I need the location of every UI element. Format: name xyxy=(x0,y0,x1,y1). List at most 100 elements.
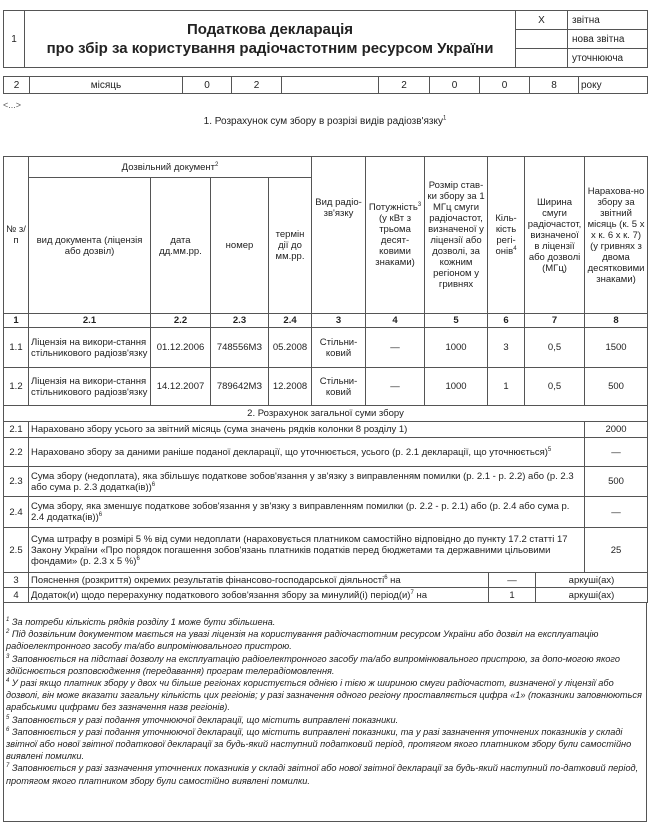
page-title: Податкова декларація про збір за користув… xyxy=(24,10,516,68)
radio-type: Стільни-ковий xyxy=(311,327,367,368)
rate: 1000 xyxy=(424,327,489,368)
footnote: 6 Заповнюється у разі подання уточнюючої… xyxy=(6,726,644,763)
title-line-2: про збір за користування радіочастотним … xyxy=(46,40,494,57)
column-number: 4 xyxy=(365,313,426,328)
column-number: 8 xyxy=(584,313,649,328)
year-digit[interactable]: 0 xyxy=(429,76,480,94)
column-number: 2.2 xyxy=(150,313,211,328)
footnote: 7 Заповнюється у разі зазначення уточнен… xyxy=(6,762,644,786)
header-accrued: Нарахова-но збору за звітний місяць (к. … xyxy=(584,156,649,314)
type-label-reporting: звітна xyxy=(567,10,648,30)
doc-type: Ліцензія на викори-стання стільникового … xyxy=(28,367,151,406)
footnote-text: Під дозвільним документом мається на ува… xyxy=(6,629,599,652)
row-num: 2.5 xyxy=(3,527,29,573)
doc-type: Ліцензія на викори-стання стільникового … xyxy=(28,327,151,368)
reporting-period: 2 місяць 0 2 2 0 0 8 року xyxy=(3,76,648,94)
row-value: — xyxy=(584,437,649,467)
table-row: 2.1 Нараховано збору усього за звітний м… xyxy=(3,421,649,438)
row-number: 1 xyxy=(3,10,25,68)
row-num: 1.2 xyxy=(3,367,29,406)
doc-date: 14.12.2007 xyxy=(150,367,211,406)
row-num: 2.3 xyxy=(3,466,29,497)
row-text: Нараховано збору усього за звітний місяц… xyxy=(27,421,586,438)
row-num: 2.1 xyxy=(3,421,29,438)
type-label-clarifying: уточнююча xyxy=(567,48,648,68)
footnote: 5 Заповнюється у разі подання уточнюючої… xyxy=(6,714,644,726)
row-value: 25 xyxy=(584,527,649,573)
row-num: 4 xyxy=(3,587,29,603)
type-mark-reporting[interactable]: X xyxy=(515,10,568,30)
footnote-number: 3 xyxy=(6,653,10,660)
footnotes: 1 За потреби кількість рядків розділу 1 … xyxy=(3,603,647,822)
row-text: Сума штрафу в розмірі 5 % від суми недоп… xyxy=(27,527,586,573)
omission-marker: <...> xyxy=(3,100,22,110)
month-label: місяць xyxy=(29,76,183,94)
footnote-text: Заповнюється у разі подання уточнюючої д… xyxy=(11,714,399,725)
row-number: 2 xyxy=(3,76,30,94)
regions: 3 xyxy=(487,327,526,368)
table-row: 2.5 Сума штрафу в розмірі 5 % від суми н… xyxy=(3,527,649,573)
table-row: 2.2 Нараховано збору за даними раніше по… xyxy=(3,437,649,467)
calculation-table: № з/п Дозвільний документ2 Вид радіо-зв'… xyxy=(2,156,649,573)
section-2-title: 2. Розрахунок загальної суми збору xyxy=(2,405,649,422)
footnote-ref: 1 xyxy=(442,115,447,122)
column-number: 6 xyxy=(487,313,526,328)
column-number: 2.1 xyxy=(28,313,151,328)
footnote: 2 Під дозвільним документом мається на у… xyxy=(6,628,644,652)
footnote-text: Заповнюється у разі подання уточнюючої д… xyxy=(6,726,632,762)
sheet-unit: аркуші(ах) xyxy=(535,587,648,603)
title-line-1: Податкова декларація xyxy=(186,21,354,38)
section-1-title: 1. Розрахунок сум збору в розрізі видів … xyxy=(0,116,650,127)
header-doc-type: вид документа (ліцензія або дозвіл) xyxy=(28,177,151,314)
row-text: Сума збору, яка зменшує податкове зобов'… xyxy=(27,496,586,528)
row-value: — xyxy=(584,496,649,528)
header-date: дата дд.мм.рр. xyxy=(150,177,211,314)
year-label: року xyxy=(578,76,648,94)
sheet-unit: аркуші(ах) xyxy=(535,572,648,588)
footnote-text: За потреби кількість рядків розділу 1 мо… xyxy=(11,617,276,627)
year-digit[interactable]: 0 xyxy=(479,76,530,94)
bandwidth: 0,5 xyxy=(524,367,586,406)
doc-term: 12.2008 xyxy=(267,367,313,406)
table-row: 1.1 Ліцензія на викори-стання стільников… xyxy=(3,327,649,368)
doc-term: 05.2008 xyxy=(267,327,313,368)
power: — xyxy=(365,327,426,368)
accrued: 1500 xyxy=(584,327,649,368)
row-num: 2.2 xyxy=(3,437,29,467)
column-number: 7 xyxy=(524,313,586,328)
bandwidth: 0,5 xyxy=(524,327,586,368)
type-mark-clarifying[interactable] xyxy=(515,48,568,68)
type-mark-new-reporting[interactable] xyxy=(515,29,568,49)
power: — xyxy=(365,367,426,406)
footnote-number: 7 xyxy=(6,763,10,770)
doc-number: 748556МЗ xyxy=(210,327,269,368)
footnote-text: Заповнюється у разі зазначення уточнених… xyxy=(6,763,639,786)
month-digit[interactable]: 0 xyxy=(182,76,232,94)
month-digit[interactable]: 2 xyxy=(231,76,282,94)
table-row: 1.2 Ліцензія на викори-стання стільников… xyxy=(3,367,649,406)
footnote-number: 2 xyxy=(6,629,10,636)
header-rate: Розмір став-ки збору за 1 МГц смуги раді… xyxy=(424,156,489,314)
attachments-table: 3 Пояснення (розкриття) окремих результа… xyxy=(3,572,648,603)
header-power: Потужність3 (у кВт з трьома десят-ковими … xyxy=(365,156,426,314)
row-num: 2.4 xyxy=(3,496,29,528)
footnote-number: 5 xyxy=(6,714,10,721)
header-permit-document: Дозвільний документ2 xyxy=(27,156,313,178)
type-label-new-reporting: нова звітна xyxy=(567,29,648,49)
row-value: 500 xyxy=(584,466,649,497)
spacer-cell xyxy=(281,76,379,94)
table-row: 3 Пояснення (розкриття) окремих результа… xyxy=(3,572,648,588)
row-value: 2000 xyxy=(584,421,649,438)
header-num: № з/п xyxy=(3,156,29,314)
column-numbers-row: 1 2.1 2.2 2.3 2.4 3 4 5 6 7 8 xyxy=(3,313,649,328)
year-digit[interactable]: 8 xyxy=(529,76,579,94)
column-number: 2.3 xyxy=(210,313,269,328)
accrued: 500 xyxy=(584,367,649,406)
row-num: 3 xyxy=(3,572,29,588)
year-digit[interactable]: 2 xyxy=(378,76,430,94)
table-row: 4 Додаток(и) щодо перерахунку податковог… xyxy=(3,587,648,603)
column-number: 5 xyxy=(424,313,489,328)
header-term: термін дії до мм.рр. xyxy=(267,177,313,314)
footnote-number: 6 xyxy=(6,726,10,733)
footnote-text: Заповнюється на підставі дозволу на експ… xyxy=(6,653,620,676)
